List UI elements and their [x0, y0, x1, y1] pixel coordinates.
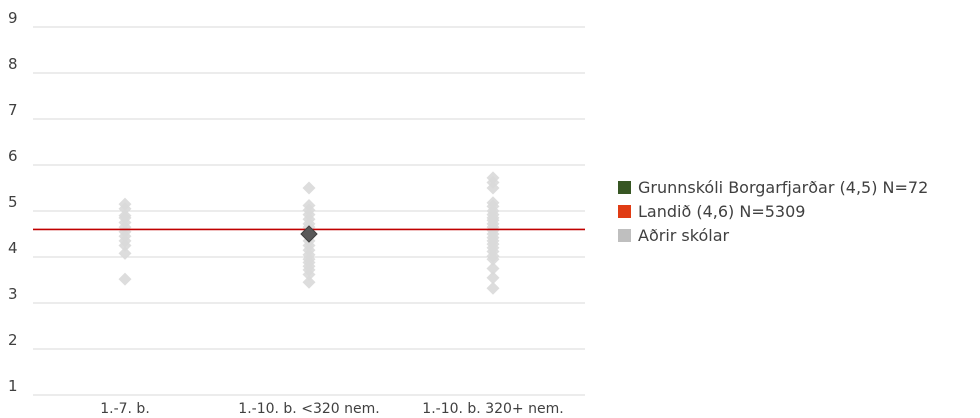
data-point-other-school [486, 281, 500, 295]
y-tick-label: 8 [8, 55, 18, 73]
data-point-other-school [118, 272, 132, 286]
data-point-other-school [118, 246, 132, 260]
x-tick-label: 1.-10. b. <320 nem. [238, 401, 379, 417]
legend-swatch-school [618, 180, 631, 194]
legend-item-school: Grunnskóli Borgarfjarðar (4,5) N=72 [618, 175, 928, 199]
data-point-other-school [302, 181, 316, 195]
data-point-focal-school [300, 225, 318, 243]
data-point-other-school [302, 275, 316, 289]
y-tick-label: 6 [8, 147, 18, 165]
legend-label-national: Landið (4,6) N=5309 [638, 201, 806, 221]
x-tick-label: 1.-10. b. 320+ nem. [422, 401, 563, 417]
legend-label-other-schools: Aðrir skólar [638, 225, 730, 245]
y-tick-label: 9 [8, 9, 18, 27]
legend-swatch-national [618, 204, 631, 218]
y-tick-label: 7 [8, 101, 18, 119]
y-tick-label: 2 [8, 331, 18, 349]
data-point-other-school [118, 202, 132, 216]
legend-item-other-schools: Aðrir skólar [618, 223, 928, 247]
legend-item-national: Landið (4,6) N=5309 [618, 199, 928, 223]
x-tick-label: 1.-7. b. [100, 401, 150, 417]
chart-plot: 1 2 3 4 5 6 7 8 9 1.-7. b. 1.-10. b. <320 nem. 1.-1… [8, 9, 585, 417]
data-point-other-school [486, 262, 500, 275]
data-point-other-school [486, 252, 500, 266]
data-point-other-school [486, 181, 500, 195]
y-tick-label: 4 [8, 239, 18, 257]
data-point-other-school [302, 267, 316, 281]
data-point-other-school [118, 239, 132, 252]
y-tick-label: 3 [8, 285, 18, 303]
y-tick-label: 1 [8, 377, 18, 395]
data-point-other-school [486, 271, 500, 285]
legend-swatch-other-schools [618, 228, 631, 242]
y-tick-label: 5 [8, 193, 18, 211]
legend-label-school: Grunnskóli Borgarfjarðar (4,5) N=72 [638, 177, 929, 197]
chart-legend: Grunnskóli Borgarfjarðar (4,5) N=72 Land… [618, 175, 928, 247]
